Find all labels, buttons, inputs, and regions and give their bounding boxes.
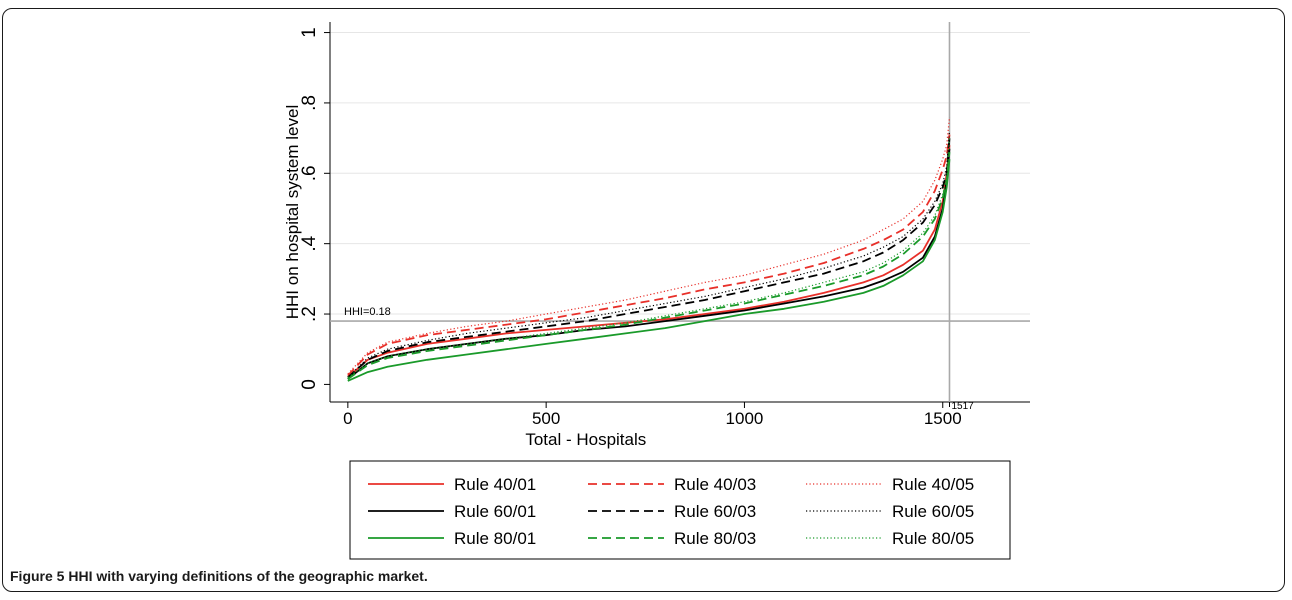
- legend-label------80-03: Rule 80/03: [674, 529, 756, 548]
- x-tick-label-3: 1500: [924, 409, 962, 428]
- figure-caption-text: HHI with varying definitions of the geog…: [64, 568, 428, 584]
- series-line------60-05: [347, 131, 951, 378]
- x-axis-title: Total - Hospitals: [525, 430, 646, 449]
- series-line------40-05: [347, 116, 951, 375]
- reference-label-1517: 1517: [951, 401, 974, 412]
- y-axis-title: HHI on hospital system level: [283, 105, 302, 319]
- y-tick-label-2: .4: [299, 235, 320, 251]
- legend-label------40-01: Rule 40/01: [454, 475, 536, 494]
- y-tick-label-4: .8: [299, 95, 320, 111]
- y-tick-label-5: 1: [299, 27, 320, 38]
- series-line------80-05: [347, 138, 951, 378]
- legend-label------80-05: Rule 80/05: [892, 529, 974, 548]
- figure-caption: Figure 5 HHI with varying definitions of…: [10, 568, 428, 584]
- series-line------80-03: [347, 152, 951, 380]
- series-line------60-03: [347, 138, 951, 379]
- x-tick-label-0: 0: [343, 409, 352, 428]
- series-line------40-01: [347, 145, 951, 379]
- x-tick-label-1: 500: [532, 409, 560, 428]
- legend-label------80-01: Rule 80/01: [454, 529, 536, 548]
- legend-label------60-01: Rule 60/01: [454, 502, 536, 521]
- reference-label-hhi: HHI=0.18: [344, 306, 391, 318]
- figure-caption-label: Figure 5: [10, 568, 65, 584]
- series-line------60-01: [347, 148, 951, 380]
- series-line------80-01: [347, 159, 951, 382]
- y-tick-label-0: 0: [299, 379, 320, 390]
- legend-label------60-03: Rule 60/03: [674, 502, 756, 521]
- legend-label------40-03: Rule 40/03: [674, 475, 756, 494]
- y-tick-label-3: .6: [299, 165, 320, 181]
- legend-label------60-05: Rule 60/05: [892, 502, 974, 521]
- y-tick-label-1: .2: [299, 306, 320, 322]
- series-line------40-03: [347, 134, 951, 377]
- legend-label------40-05: Rule 40/05: [892, 475, 974, 494]
- x-tick-label-2: 1000: [726, 409, 764, 428]
- legend-box: [349, 460, 1011, 560]
